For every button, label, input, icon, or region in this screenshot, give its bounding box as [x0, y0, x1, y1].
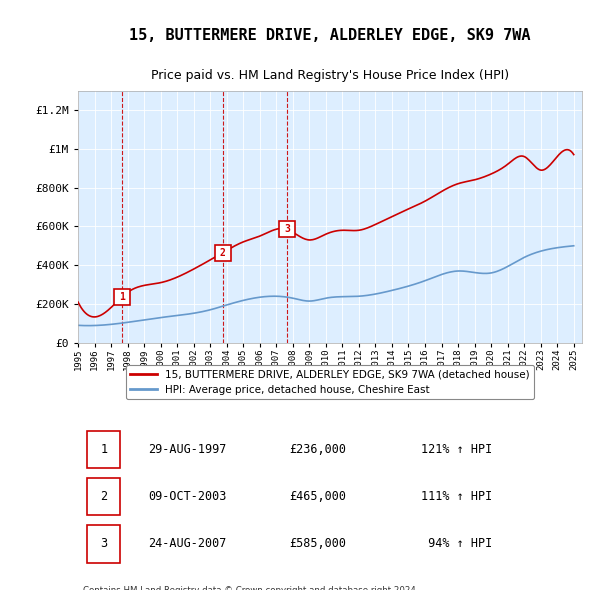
Text: 1: 1 [100, 443, 107, 456]
Legend: 15, BUTTERMERE DRIVE, ALDERLEY EDGE, SK9 7WA (detached house), HPI: Average pric: 15, BUTTERMERE DRIVE, ALDERLEY EDGE, SK9… [127, 365, 533, 399]
Text: Price paid vs. HM Land Registry's House Price Index (HPI): Price paid vs. HM Land Registry's House … [151, 70, 509, 83]
Text: 29-AUG-1997: 29-AUG-1997 [149, 443, 227, 456]
Text: 94% ↑ HPI: 94% ↑ HPI [421, 537, 492, 550]
Text: 111% ↑ HPI: 111% ↑ HPI [421, 490, 492, 503]
Text: 1: 1 [119, 292, 125, 302]
FancyBboxPatch shape [87, 478, 120, 516]
Text: 15, BUTTERMERE DRIVE, ALDERLEY EDGE, SK9 7WA: 15, BUTTERMERE DRIVE, ALDERLEY EDGE, SK9… [129, 28, 531, 44]
Text: 24-AUG-2007: 24-AUG-2007 [149, 537, 227, 550]
Text: £465,000: £465,000 [290, 490, 347, 503]
Text: £236,000: £236,000 [290, 443, 347, 456]
Text: £585,000: £585,000 [290, 537, 347, 550]
Text: 09-OCT-2003: 09-OCT-2003 [149, 490, 227, 503]
FancyBboxPatch shape [87, 525, 120, 562]
FancyBboxPatch shape [87, 431, 120, 468]
Text: Contains HM Land Registry data © Crown copyright and database right 2024.
This d: Contains HM Land Registry data © Crown c… [83, 586, 419, 590]
Text: 3: 3 [100, 537, 107, 550]
Text: 121% ↑ HPI: 121% ↑ HPI [421, 443, 492, 456]
Text: 3: 3 [284, 224, 290, 234]
Text: 2: 2 [220, 248, 226, 258]
Text: 2: 2 [100, 490, 107, 503]
